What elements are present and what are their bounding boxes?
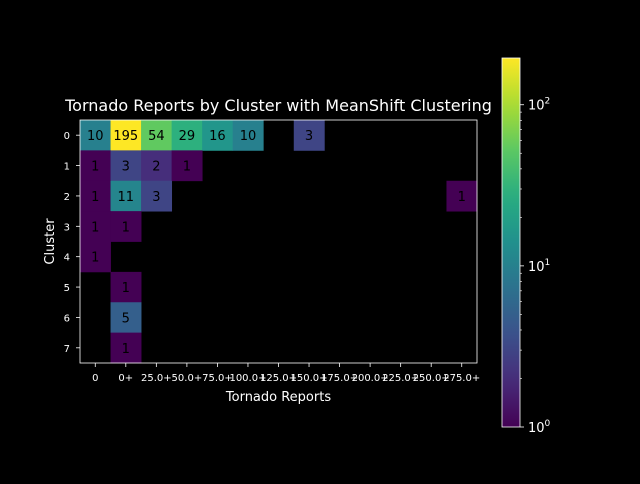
cell-value-label: 1 <box>91 220 99 235</box>
colorbar <box>502 58 520 427</box>
x-tick-label: 25.0+ <box>141 373 172 384</box>
cell-value-label: 16 <box>209 129 226 144</box>
y-tick-label: 3 <box>64 222 70 233</box>
heatmap-cell <box>141 120 173 151</box>
heatmap-cell <box>446 180 478 212</box>
y-tick-label: 1 <box>64 162 70 173</box>
heatmap-cell <box>80 120 111 151</box>
cell-value-label: 195 <box>113 129 138 144</box>
x-tick-label: 250.0+ <box>413 373 450 384</box>
x-tick-label: 50.0+ <box>172 373 203 384</box>
heatmap-cell <box>171 150 203 182</box>
cell-value-label: 1 <box>458 190 466 205</box>
heatmap-cell <box>80 211 111 242</box>
x-tick-label: 125.0+ <box>260 373 297 384</box>
heatmap-cell <box>202 120 234 151</box>
chart-title: Tornado Reports by Cluster with MeanShif… <box>64 96 492 115</box>
heatmap-cell <box>80 180 111 212</box>
cell-value-label: 1 <box>122 220 130 235</box>
heatmap-cell <box>232 120 264 151</box>
y-tick-label: 2 <box>64 192 70 203</box>
x-tick-label: 100.0+ <box>229 373 266 384</box>
cell-value-label: 1 <box>122 281 130 296</box>
x-tick-label: 0+ <box>118 373 133 384</box>
x-axis-label: Tornado Reports <box>225 390 331 405</box>
heatmap-cell <box>110 180 142 212</box>
colorbar-frame <box>501 57 521 428</box>
heatmap-cell <box>110 332 142 364</box>
x-tick-label: 275.0+ <box>443 373 480 384</box>
x-tick-label: 75.0+ <box>202 373 233 384</box>
x-tick-label: 225.0+ <box>382 373 419 384</box>
heatmap-cell <box>293 120 325 151</box>
cell-value-label: 2 <box>152 160 160 175</box>
cell-value-label: 5 <box>122 311 130 326</box>
cell-value-label: 10 <box>87 129 104 144</box>
x-tick-label: 200.0+ <box>352 373 389 384</box>
cell-value-label: 3 <box>152 190 160 205</box>
x-tick-label: 175.0+ <box>321 373 358 384</box>
cell-value-label: 3 <box>122 160 130 175</box>
y-tick-label: 6 <box>64 313 70 324</box>
cell-value-label: 29 <box>179 129 196 144</box>
cell-value-label: 54 <box>148 129 165 144</box>
y-tick-label: 4 <box>64 253 70 264</box>
colorbar-tick-label: 102 <box>528 97 550 114</box>
y-axis-label: Cluster <box>43 218 58 265</box>
cell-value-label: 1 <box>91 160 99 175</box>
heatmap-cell <box>110 211 142 242</box>
heatmap-cell <box>141 180 173 212</box>
cell-value-label: 1 <box>91 190 99 205</box>
x-tick-label: 0 <box>92 373 98 384</box>
cell-value-label: 1 <box>122 342 130 357</box>
y-tick-label: 0 <box>64 131 70 142</box>
heatmap-cell <box>110 302 142 334</box>
cell-value-label: 10 <box>240 129 257 144</box>
heatmap-cell <box>80 150 111 182</box>
colorbar-tick-label: 100 <box>528 419 551 436</box>
y-tick-label: 5 <box>64 283 70 294</box>
heatmap-cell <box>110 150 142 182</box>
heatmap-cell <box>171 120 203 151</box>
x-tick-label: 150.0+ <box>291 373 328 384</box>
heatmap-cell <box>80 241 111 273</box>
cell-value-label: 1 <box>91 251 99 266</box>
heatmap-cell <box>110 120 142 151</box>
cell-value-label: 3 <box>305 129 313 144</box>
heatmap-cell <box>110 271 142 303</box>
cell-value-label: 11 <box>118 190 135 205</box>
y-tick-label: 7 <box>64 344 70 355</box>
cell-value-label: 1 <box>183 160 191 175</box>
heatmap-cell <box>141 150 173 182</box>
colorbar-tick-label: 101 <box>528 258 550 275</box>
